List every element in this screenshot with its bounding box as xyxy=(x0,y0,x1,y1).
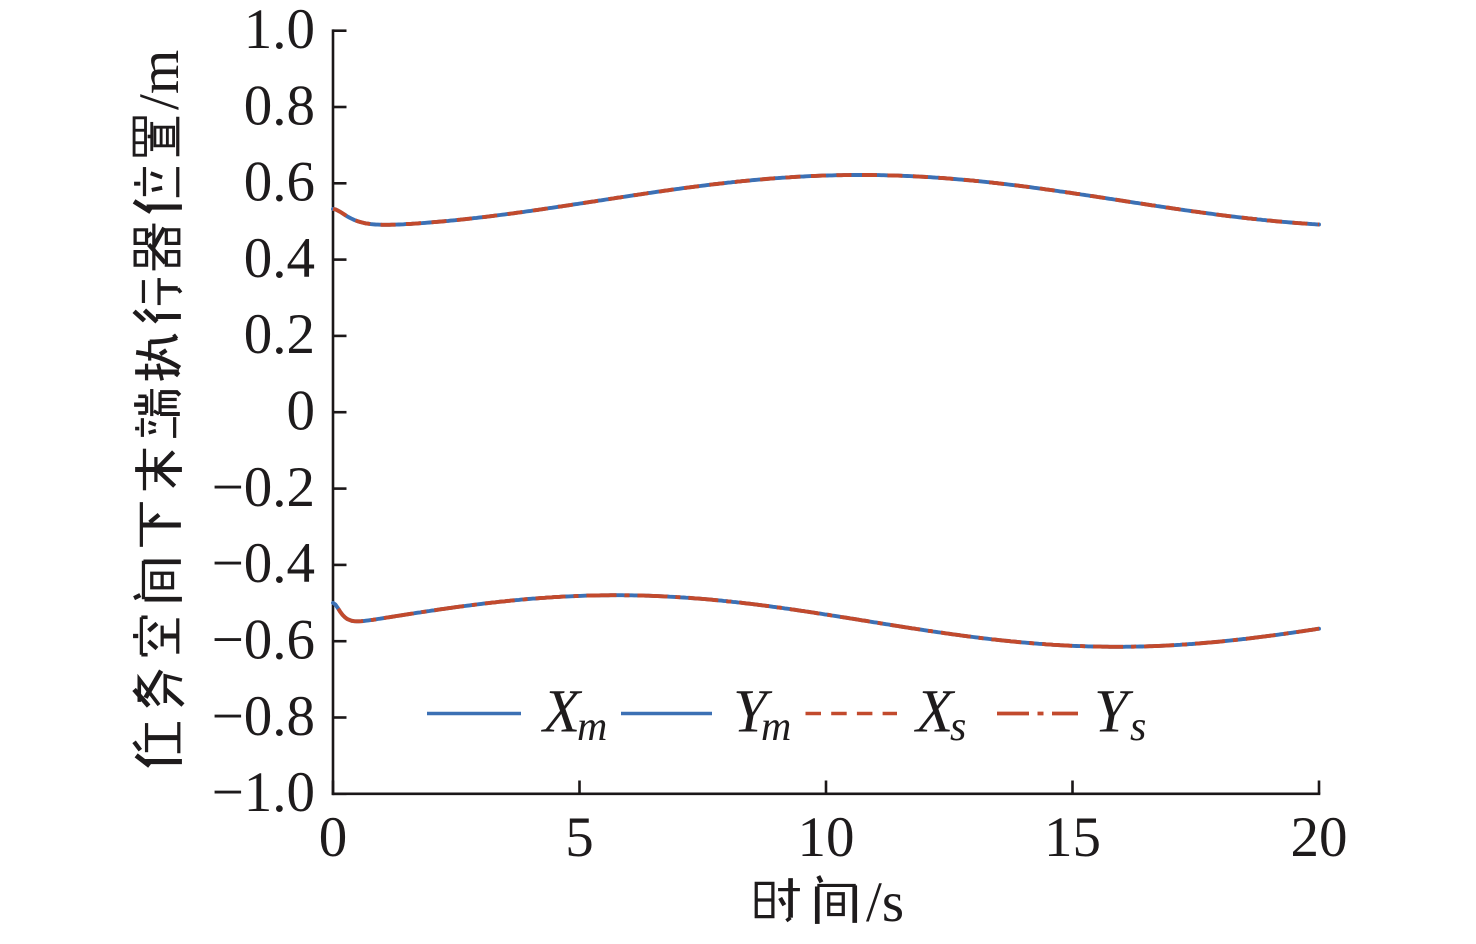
svg-text:Y: Y xyxy=(733,679,773,746)
svg-text:/s: /s xyxy=(866,871,904,934)
svg-text:0.8: 0.8 xyxy=(244,74,315,137)
svg-text:0.4: 0.4 xyxy=(244,227,315,290)
svg-text:−0.8: −0.8 xyxy=(212,685,315,748)
svg-text:m: m xyxy=(577,704,607,750)
svg-text:s: s xyxy=(950,704,966,750)
svg-text:m: m xyxy=(761,704,791,750)
svg-text:−0.4: −0.4 xyxy=(212,532,315,595)
svg-text:X: X xyxy=(913,679,956,746)
svg-text:0: 0 xyxy=(319,806,348,869)
svg-text:−0.6: −0.6 xyxy=(212,609,315,672)
svg-text:0.6: 0.6 xyxy=(244,151,315,214)
svg-text:−0.2: −0.2 xyxy=(212,456,315,519)
svg-text:1.0: 1.0 xyxy=(244,0,315,61)
svg-text:−1.0: −1.0 xyxy=(212,761,315,824)
svg-text:s: s xyxy=(1130,704,1146,750)
svg-text:15: 15 xyxy=(1044,806,1101,869)
svg-text:5: 5 xyxy=(565,806,594,869)
svg-text:0: 0 xyxy=(287,380,316,443)
svg-text:X: X xyxy=(540,679,583,746)
svg-text:/m: /m xyxy=(128,50,191,110)
svg-text:10: 10 xyxy=(798,806,855,869)
svg-text:20: 20 xyxy=(1291,806,1348,869)
svg-text:Y: Y xyxy=(1094,679,1134,746)
svg-text:0.2: 0.2 xyxy=(244,303,315,366)
